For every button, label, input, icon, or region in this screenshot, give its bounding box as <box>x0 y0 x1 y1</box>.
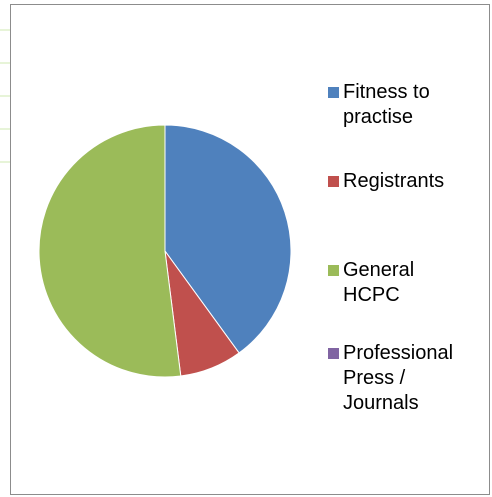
legend-item-professional-press-journals: Professional Press / Journals <box>328 341 492 416</box>
legend-item-registrants: Registrants <box>328 169 492 194</box>
legend-swatch <box>328 265 339 276</box>
legend-label: Registrants <box>343 170 445 192</box>
legend-label: General HCPC <box>343 259 415 306</box>
legend-label: Professional Press / Journals <box>343 342 454 414</box>
legend-item-general-hcpc: General HCPC <box>328 258 492 308</box>
legend-item-fitness-to-practise: Fitness to practise <box>328 80 492 130</box>
pie-slice-general-hcpc <box>38 124 182 378</box>
legend-label: Fitness to practise <box>343 81 430 128</box>
legend-swatch <box>328 87 339 98</box>
legend-swatch <box>328 348 339 359</box>
legend-swatch <box>328 176 339 187</box>
pie-slice-fitness-to-practise <box>164 124 292 354</box>
